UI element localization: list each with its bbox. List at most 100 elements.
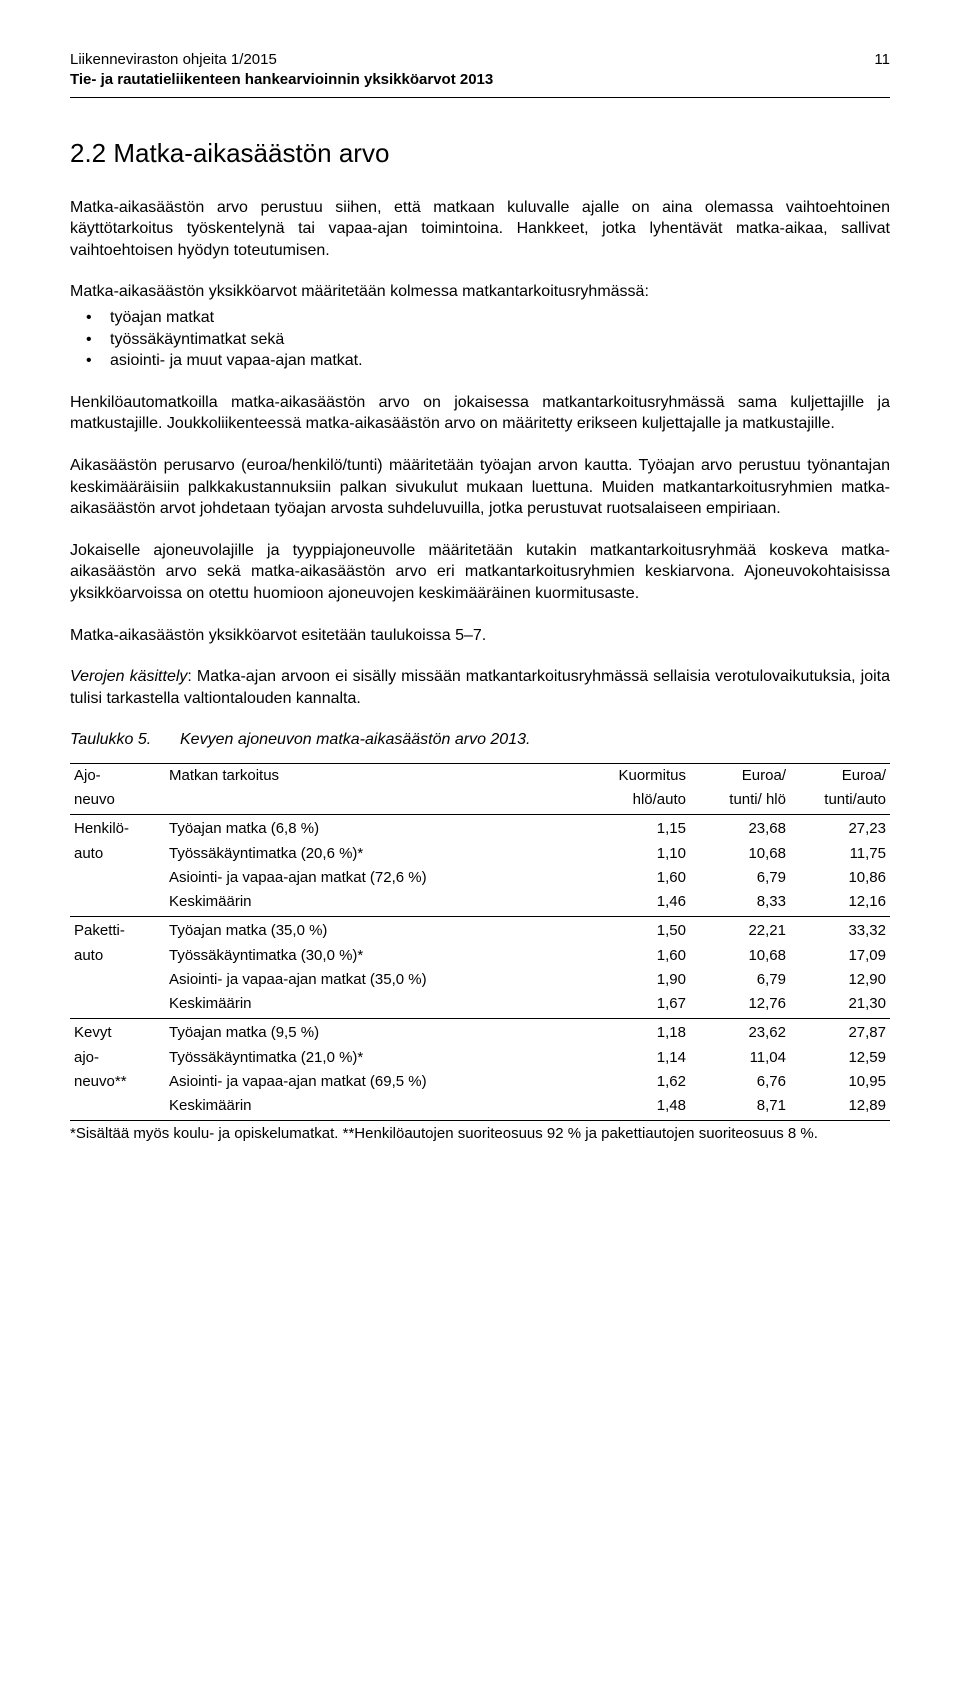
cell-kuormitus: 1,46 <box>585 890 690 917</box>
section-heading: 2.2 Matka-aikasäästön arvo <box>70 136 890 171</box>
table-row: Paketti-Työajan matka (35,0 %)1,5022,213… <box>70 917 890 944</box>
table-row: Keskimäärin1,468,3312,16 <box>70 890 890 917</box>
th-ajoneuvo: Ajo- <box>70 763 165 788</box>
table-caption: Taulukko 5. Kevyen ajoneuvon matka-aikas… <box>70 729 890 751</box>
cell-vehicle: neuvo** <box>70 1070 165 1094</box>
cell-euroa-hlo: 6,79 <box>690 866 790 890</box>
cell-euroa-auto: 12,59 <box>790 1046 890 1070</box>
table-row: Keskimäärin1,488,7112,89 <box>70 1094 890 1121</box>
cell-euroa-hlo: 10,68 <box>690 842 790 866</box>
lead-italic: Verojen käsittely <box>70 668 187 685</box>
page-header: Liikenneviraston ohjeita 1/2015 Tie- ja … <box>70 50 890 98</box>
cell-euroa-hlo: 6,76 <box>690 1070 790 1094</box>
cell-vehicle <box>70 968 165 992</box>
paragraph: Henkilöautomatkoilla matka-aikasäästön a… <box>70 392 890 435</box>
cell-purpose: Asiointi- ja vapaa-ajan matkat (35,0 %) <box>165 968 585 992</box>
cell-euroa-auto: 12,89 <box>790 1094 890 1121</box>
cell-euroa-hlo: 11,04 <box>690 1046 790 1070</box>
paragraph-list-lead: Matka-aikasäästön yksikköarvot määritetä… <box>70 281 890 303</box>
cell-purpose: Työajan matka (9,5 %) <box>165 1019 585 1046</box>
cell-euroa-auto: 17,09 <box>790 944 890 968</box>
list-item: asiointi- ja muut vapaa-ajan matkat. <box>110 350 890 372</box>
cell-euroa-hlo: 10,68 <box>690 944 790 968</box>
cell-euroa-hlo: 12,76 <box>690 992 790 1019</box>
paragraph: Matka-aikasäästön yksikköarvot esitetään… <box>70 625 890 647</box>
table-row: Keskimäärin1,6712,7621,30 <box>70 992 890 1019</box>
cell-vehicle: auto <box>70 944 165 968</box>
cell-vehicle <box>70 890 165 917</box>
table-row: KevytTyöajan matka (9,5 %)1,1823,6227,87 <box>70 1019 890 1046</box>
cell-kuormitus: 1,60 <box>585 866 690 890</box>
cell-euroa-auto: 10,86 <box>790 866 890 890</box>
th-euroa-hlo-2: tunti/ hlö <box>690 788 790 815</box>
cell-vehicle: Henkilö- <box>70 815 165 842</box>
table-row: autoTyössäkäyntimatka (30,0 %)*1,6010,68… <box>70 944 890 968</box>
cell-kuormitus: 1,48 <box>585 1094 690 1121</box>
cell-kuormitus: 1,14 <box>585 1046 690 1070</box>
cell-euroa-hlo: 8,71 <box>690 1094 790 1121</box>
table-caption-label: Taulukko 5. <box>70 729 180 751</box>
table-row: Asiointi- ja vapaa-ajan matkat (35,0 %)1… <box>70 968 890 992</box>
cell-purpose: Asiointi- ja vapaa-ajan matkat (69,5 %) <box>165 1070 585 1094</box>
cell-euroa-auto: 12,16 <box>790 890 890 917</box>
cell-vehicle <box>70 866 165 890</box>
cell-kuormitus: 1,62 <box>585 1070 690 1094</box>
cell-euroa-auto: 27,23 <box>790 815 890 842</box>
th-tarkoitus-2 <box>165 788 585 815</box>
cell-kuormitus: 1,18 <box>585 1019 690 1046</box>
th-tarkoitus: Matkan tarkoitus <box>165 763 585 788</box>
cell-purpose: Työajan matka (35,0 %) <box>165 917 585 944</box>
table-caption-text: Kevyen ajoneuvon matka-aikasäästön arvo … <box>180 729 530 751</box>
table-row: neuvo**Asiointi- ja vapaa-ajan matkat (6… <box>70 1070 890 1094</box>
page-number: 11 <box>874 50 890 70</box>
cell-vehicle: ajo- <box>70 1046 165 1070</box>
cell-euroa-auto: 21,30 <box>790 992 890 1019</box>
cell-purpose: Työssäkäyntimatka (20,6 %)* <box>165 842 585 866</box>
cell-purpose: Työssäkäyntimatka (21,0 %)* <box>165 1046 585 1070</box>
list-item: työajan matkat <box>110 307 890 329</box>
paragraph-verojen: Verojen käsittely: Matka-ajan arvoon ei … <box>70 666 890 709</box>
cell-vehicle: Paketti- <box>70 917 165 944</box>
th-kuormitus-2: hlö/auto <box>585 788 690 815</box>
list-item: työssäkäyntimatkat sekä <box>110 329 890 351</box>
cell-euroa-hlo: 22,21 <box>690 917 790 944</box>
th-euroa-auto-2: tunti/auto <box>790 788 890 815</box>
header-title: Tie- ja rautatieliikenteen hankearvioinn… <box>70 70 493 90</box>
cell-euroa-auto: 11,75 <box>790 842 890 866</box>
cell-vehicle <box>70 1094 165 1121</box>
bullet-list: työajan matkattyössäkäyntimatkat sekäasi… <box>110 307 890 372</box>
cell-purpose: Keskimäärin <box>165 890 585 917</box>
cell-vehicle: Kevyt <box>70 1019 165 1046</box>
cell-vehicle: auto <box>70 842 165 866</box>
table-row: Henkilö-Työajan matka (6,8 %)1,1523,6827… <box>70 815 890 842</box>
th-euroa-hlo: Euroa/ <box>690 763 790 788</box>
cell-euroa-auto: 27,87 <box>790 1019 890 1046</box>
cell-kuormitus: 1,90 <box>585 968 690 992</box>
th-kuormitus: Kuormitus <box>585 763 690 788</box>
cell-kuormitus: 1,60 <box>585 944 690 968</box>
para-rest: : Matka-ajan arvoon ei sisälly missään m… <box>70 668 890 707</box>
cell-euroa-auto: 33,32 <box>790 917 890 944</box>
header-left: Liikenneviraston ohjeita 1/2015 Tie- ja … <box>70 50 493 91</box>
th-ajoneuvo-2: neuvo <box>70 788 165 815</box>
cell-purpose: Asiointi- ja vapaa-ajan matkat (72,6 %) <box>165 866 585 890</box>
cell-vehicle <box>70 992 165 1019</box>
cell-euroa-auto: 10,95 <box>790 1070 890 1094</box>
paragraph: Matka-aikasäästön arvo perustuu siihen, … <box>70 197 890 262</box>
section-number: 2.2 <box>70 138 106 168</box>
cell-purpose: Keskimäärin <box>165 1094 585 1121</box>
cell-euroa-hlo: 23,62 <box>690 1019 790 1046</box>
cell-kuormitus: 1,10 <box>585 842 690 866</box>
cell-purpose: Keskimäärin <box>165 992 585 1019</box>
table-footnote: *Sisältää myös koulu- ja opiskelumatkat.… <box>70 1124 890 1144</box>
table-row: ajo-Työssäkäyntimatka (21,0 %)*1,1411,04… <box>70 1046 890 1070</box>
table-5: Ajo- Matkan tarkoitus Kuormitus Euroa/ E… <box>70 763 890 1122</box>
table-row: autoTyössäkäyntimatka (20,6 %)*1,1010,68… <box>70 842 890 866</box>
paragraph: Jokaiselle ajoneuvolajille ja tyyppiajon… <box>70 540 890 605</box>
paragraph: Aikasäästön perusarvo (euroa/henkilö/tun… <box>70 455 890 520</box>
cell-euroa-hlo: 8,33 <box>690 890 790 917</box>
table-row: Asiointi- ja vapaa-ajan matkat (72,6 %)1… <box>70 866 890 890</box>
cell-euroa-auto: 12,90 <box>790 968 890 992</box>
cell-purpose: Työssäkäyntimatka (30,0 %)* <box>165 944 585 968</box>
cell-kuormitus: 1,50 <box>585 917 690 944</box>
